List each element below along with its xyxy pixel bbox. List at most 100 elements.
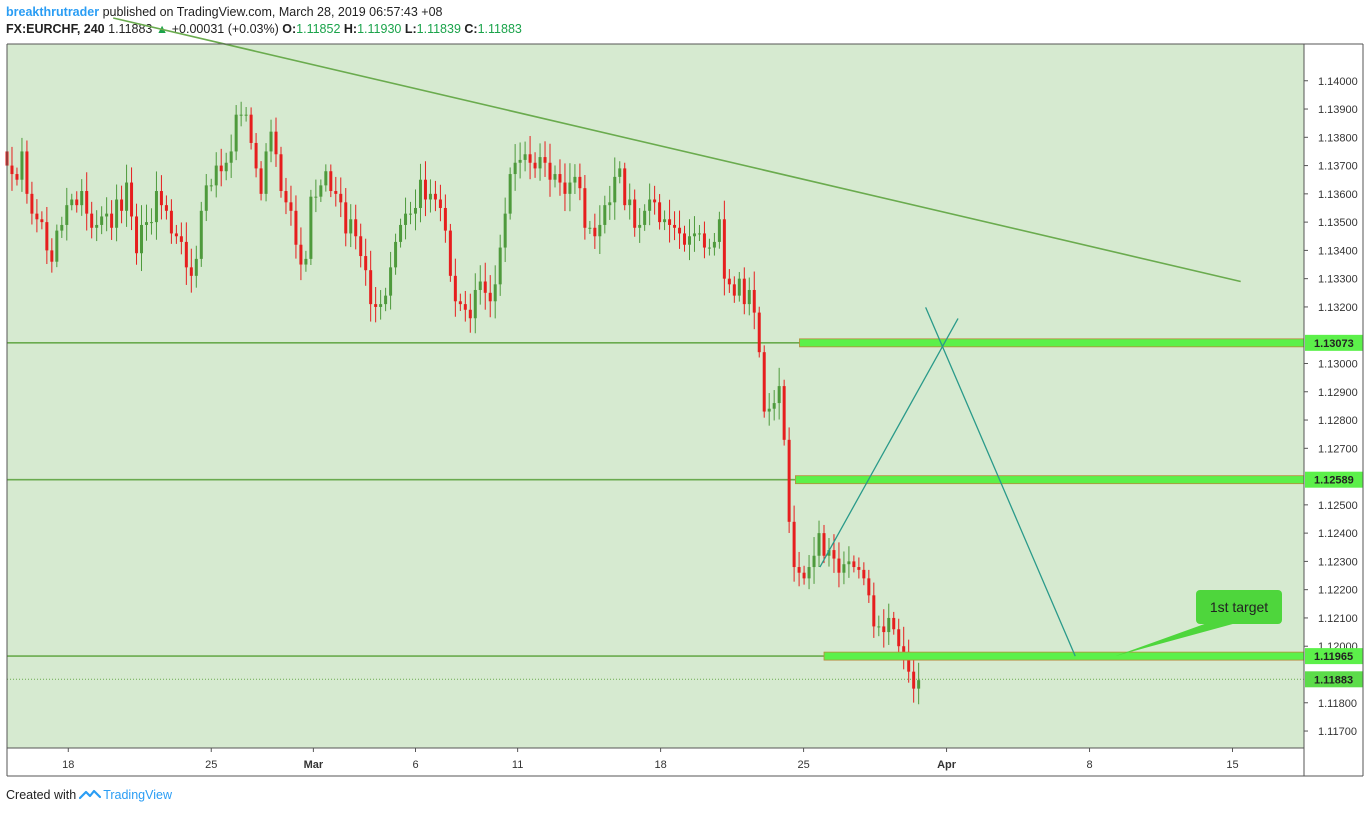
candle-down (274, 131, 278, 155)
candle-up (379, 304, 383, 307)
candle-up (389, 267, 393, 296)
created-with-text: Created with (6, 788, 77, 802)
price-tick-label: 1.13900 (1318, 104, 1358, 116)
tradingview-link[interactable]: TradingView (103, 788, 172, 802)
candle-up (70, 199, 74, 206)
tradingview-logo-icon[interactable] (79, 788, 102, 803)
price-tick-label: 1.13200 (1318, 302, 1358, 314)
candle-down (787, 439, 791, 522)
time-tick-label: Mar (304, 759, 324, 771)
candle-up (140, 224, 144, 254)
candle-up (697, 233, 701, 235)
candle-down (673, 224, 677, 228)
candle-down (463, 304, 467, 310)
candle-up (100, 216, 104, 225)
candle-up (628, 199, 632, 206)
candle-down (249, 114, 253, 143)
low-value: 1.11839 (416, 22, 461, 36)
candle-up (518, 159, 522, 163)
candle-up (149, 222, 153, 224)
candle-down (169, 210, 173, 234)
candle-down (563, 182, 567, 194)
candle-down (488, 292, 492, 302)
candle-down (50, 250, 54, 262)
candle-up (349, 219, 353, 234)
drawings: 1st target (113, 17, 1305, 661)
candle-up (573, 176, 577, 183)
candle-down (857, 567, 861, 570)
price-tick-label: 1.11800 (1318, 698, 1357, 710)
candle-up (847, 561, 851, 565)
candle-up (712, 241, 716, 248)
candle-up (115, 199, 119, 228)
candle-down (882, 626, 886, 633)
candle-down (369, 270, 373, 305)
candle-up (404, 213, 408, 225)
candle-up (827, 550, 831, 556)
candle-up (812, 555, 816, 568)
candle-up (498, 247, 502, 285)
candles (5, 101, 921, 705)
candle-up (777, 386, 781, 404)
price-tick-label: 1.12400 (1318, 528, 1358, 540)
price-tick-label: 1.11700 (1318, 726, 1357, 738)
candle-down (423, 179, 427, 200)
price-tick-label: 1.12100 (1318, 613, 1358, 625)
candle-down (872, 595, 876, 627)
candle-up (269, 131, 273, 152)
time-tick-label: 11 (512, 759, 523, 771)
time-tick-label: 6 (412, 759, 418, 771)
candle-up (553, 174, 557, 180)
candle-down (822, 533, 826, 556)
last-price: 1.11883 (108, 22, 153, 36)
price-tick-label: 1.13000 (1318, 358, 1358, 370)
candle-up (478, 281, 482, 290)
candle-down (294, 210, 298, 245)
candle-up (917, 680, 921, 689)
symbol-label[interactable]: FX:EURCHF, 240 (6, 22, 105, 36)
candle-down (578, 176, 582, 189)
candle-up (384, 295, 388, 305)
candle-up (663, 219, 667, 223)
time-tick-label: 18 (654, 759, 666, 771)
candle-down (583, 188, 587, 228)
candle-down (902, 646, 906, 652)
price-tick-label: 1.12700 (1318, 443, 1358, 455)
candle-up (80, 191, 84, 206)
price-axis[interactable] (1304, 44, 1363, 776)
target-zone (823, 651, 1305, 661)
candle-up (503, 213, 507, 248)
candle-up (717, 219, 721, 242)
candle-down (75, 199, 79, 206)
level-price-tag-text: 1.12589 (1314, 475, 1354, 487)
candle-down (164, 205, 168, 211)
candle-down (533, 162, 537, 169)
candle-up (409, 213, 413, 215)
candle-down (15, 174, 19, 180)
candle-down (374, 304, 378, 307)
projection-curve (819, 307, 1076, 657)
author-link[interactable]: breakthrutrader (6, 5, 100, 19)
candle-down (299, 244, 303, 265)
candle-down (837, 558, 841, 573)
candle-up (324, 171, 328, 186)
candle-down (623, 168, 627, 206)
candle-down (453, 275, 457, 302)
price-tick-label: 1.13500 (1318, 217, 1358, 229)
price-tick-label: 1.14000 (1318, 76, 1358, 88)
candle-up (737, 278, 741, 296)
candle-down (334, 191, 338, 194)
candle-down (284, 191, 288, 203)
callout-text: 1st target (1210, 599, 1268, 615)
candle-up (20, 151, 24, 180)
level-price-tag-text: 1.13073 (1314, 338, 1354, 350)
plot-area[interactable] (7, 44, 1304, 748)
time-tick-label: 8 (1086, 759, 1092, 771)
candle-up (508, 174, 512, 214)
last-price-tag (1305, 671, 1363, 688)
last-price-tag-text: 1.11883 (1314, 674, 1353, 686)
candle-down (339, 193, 343, 203)
open-label: O: (282, 22, 297, 36)
time-axis[interactable] (7, 748, 1304, 776)
